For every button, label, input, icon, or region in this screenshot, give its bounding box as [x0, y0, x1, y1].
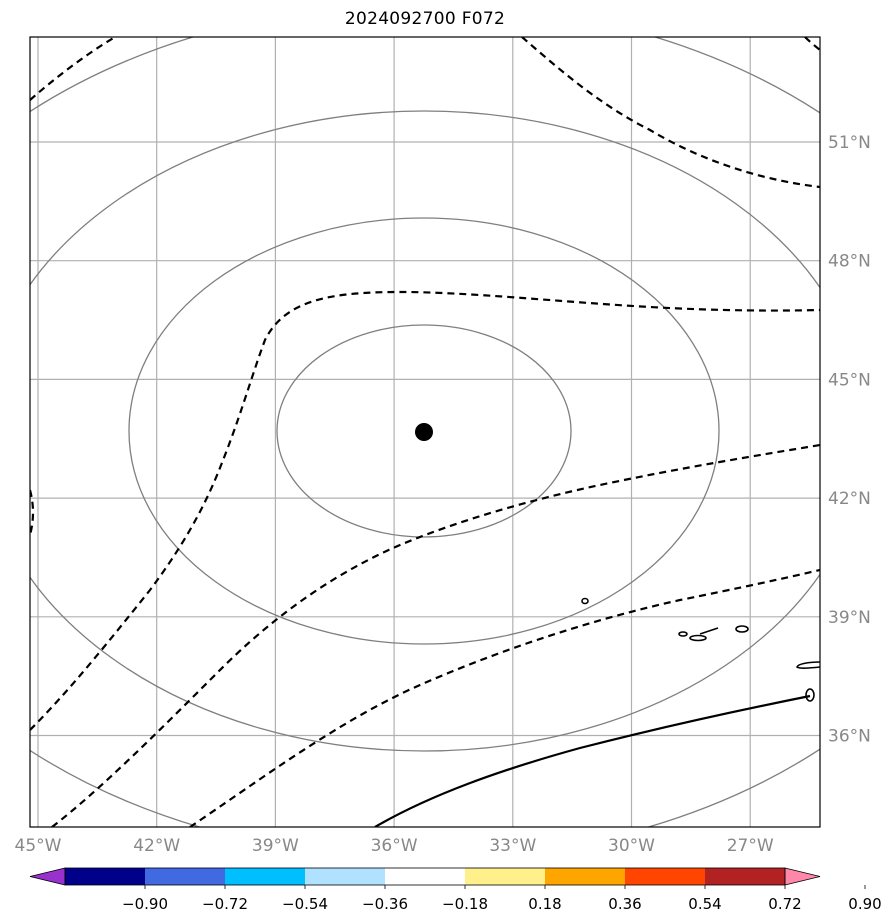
- lon-tick-label: 30°W: [608, 836, 655, 856]
- colorbar-tick-label: 0.72: [768, 895, 801, 913]
- lon-tick-label: 39°W: [252, 836, 299, 856]
- graticule: [30, 37, 820, 827]
- colorbar-bin: [465, 868, 545, 885]
- colorbar-tick-label: −0.72: [202, 895, 248, 913]
- range-ring-4: [30, 37, 820, 827]
- dashed-contour-corner: [804, 37, 820, 51]
- lat-tick-label: 48°N: [828, 252, 871, 272]
- colorbar-bin: [625, 868, 705, 885]
- dashed-contour-left-edge: [30, 489, 35, 536]
- dashed-contour-top-right: [521, 37, 820, 189]
- colorbar-extend-low: [29, 867, 66, 886]
- range-rings: [30, 37, 820, 827]
- lat-tick-label: 45°N: [828, 370, 871, 390]
- lat-tick-label: 39°N: [828, 608, 871, 628]
- colorbar-tick-label: 0.54: [688, 895, 721, 913]
- plot-frame: [29, 36, 821, 828]
- dashed-contour-middle: [51, 443, 820, 827]
- range-ring-2: [128, 217, 720, 645]
- colorbar-bin: [385, 868, 465, 885]
- colorbar-bin: [545, 868, 625, 885]
- colorbar-tick-label: −0.18: [442, 895, 488, 913]
- colorbar-tick-label: 0.18: [528, 895, 561, 913]
- longitude-labels: 45°W 42°W 39°W 36°W 33°W 30°W 27°W: [15, 836, 774, 856]
- lat-tick-label: 51°N: [828, 133, 871, 153]
- dashed-contour-main: [30, 290, 820, 731]
- lon-tick-label: 27°W: [727, 836, 774, 856]
- colorbar-bin: [305, 868, 385, 885]
- colorbar-bin: [145, 868, 225, 885]
- colorbar-bin: [225, 868, 305, 885]
- lat-tick-label: 42°N: [828, 489, 871, 509]
- storm-center-marker: [415, 423, 433, 441]
- colorbar-frame: [64, 867, 786, 886]
- lon-tick-label: 45°W: [15, 836, 62, 856]
- solid-zero-contour: [374, 694, 811, 827]
- colorbar-tick-label: −0.54: [282, 895, 328, 913]
- range-ring-1: [276, 324, 572, 538]
- dashed-contour-lower: [189, 568, 820, 827]
- lat-tick-label: 36°N: [828, 727, 871, 747]
- colorbar-tick-label: 0.90: [848, 895, 881, 913]
- colorbar: −0.90 −0.72 −0.54 −0.36 −0.18 0.18 0.36 0.54 0.7…: [29, 867, 882, 913]
- lon-tick-label: 36°W: [371, 836, 418, 856]
- latitude-labels: 51°N 48°N 45°N 42°N 39°N 36°N: [828, 133, 871, 747]
- map-title: 2024092700 F072: [344, 9, 506, 29]
- colorbar-tick-label: −0.36: [362, 895, 408, 913]
- lon-tick-label: 42°W: [133, 836, 180, 856]
- colorbar-tick-label: 0.36: [608, 895, 641, 913]
- lon-tick-label: 33°W: [489, 836, 536, 856]
- contours: [30, 37, 820, 827]
- colorbar-bin: [705, 868, 785, 885]
- small-zero-contours: [581, 597, 820, 702]
- colorbar-tick-label: −0.90: [122, 895, 168, 913]
- dashed-contour-top-left: [30, 37, 116, 101]
- range-ring-3: [30, 110, 820, 752]
- colorbar-extend-high: [784, 867, 821, 886]
- colorbar-bin: [65, 868, 145, 885]
